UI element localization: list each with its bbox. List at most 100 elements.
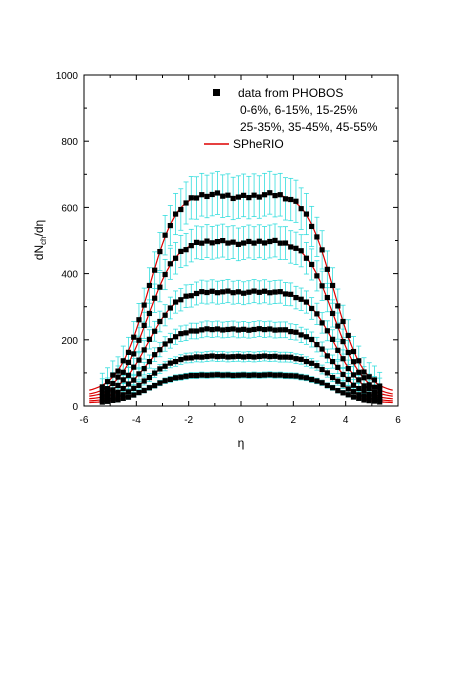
data-point	[272, 353, 278, 359]
data-point	[167, 261, 173, 267]
data-point	[115, 393, 121, 399]
data-point	[230, 354, 236, 360]
data-point	[131, 377, 137, 383]
data-point	[115, 382, 121, 389]
data-point	[314, 342, 320, 348]
data-point	[356, 395, 362, 401]
data-point	[136, 389, 142, 396]
data-point	[345, 392, 351, 398]
y-axis-label-main: dN	[32, 245, 46, 260]
data-point	[356, 358, 362, 364]
data-point	[256, 194, 262, 200]
data-point	[225, 326, 231, 333]
data-point	[204, 372, 210, 378]
data-point	[220, 353, 226, 359]
data-point	[199, 372, 205, 378]
data-point	[235, 353, 241, 359]
data-point	[178, 297, 184, 303]
data-point	[172, 299, 179, 305]
data-point	[120, 369, 126, 375]
x-tick-label: 0	[238, 415, 244, 426]
data-point	[152, 295, 158, 301]
data-point	[178, 374, 184, 380]
tick-labels: -6 -4 -2 0 2 4 6 0 200 400 600 800 1000	[56, 71, 401, 426]
data-point	[193, 290, 200, 297]
data-point	[104, 388, 111, 394]
data-point	[377, 399, 383, 405]
data-point	[146, 310, 153, 317]
data-point	[377, 390, 383, 397]
data-point	[188, 372, 194, 379]
data-point	[120, 377, 126, 383]
data-point	[141, 366, 147, 372]
data-point	[178, 356, 184, 363]
legend-centrality-line2: 25-35%, 35-45%, 45-55%	[240, 120, 378, 134]
data-point	[225, 192, 231, 198]
data-point	[178, 331, 184, 337]
data-point	[319, 247, 325, 253]
data-point	[282, 354, 289, 360]
data-point	[288, 354, 294, 360]
data-point	[162, 271, 168, 278]
data-point	[272, 289, 278, 295]
data-point	[193, 195, 200, 201]
data-point	[335, 378, 341, 384]
data-point	[157, 248, 163, 255]
data-point	[125, 381, 132, 387]
data-point	[251, 354, 257, 360]
data-point	[356, 377, 362, 383]
data-point	[309, 223, 315, 230]
data-point	[298, 374, 304, 380]
data-point	[235, 327, 241, 333]
data-point	[345, 376, 351, 383]
data-point	[329, 358, 336, 365]
data-point	[356, 392, 362, 398]
data-points	[99, 190, 383, 405]
data-point	[340, 371, 346, 378]
data-point	[193, 239, 200, 245]
data-point	[377, 383, 383, 389]
data-point	[293, 373, 299, 379]
data-point	[204, 289, 210, 296]
data-point	[167, 222, 173, 229]
data-point	[209, 191, 215, 198]
data-point	[256, 238, 262, 244]
data-point	[251, 192, 257, 198]
data-point	[329, 385, 336, 391]
data-point	[183, 293, 189, 299]
data-point	[366, 374, 372, 380]
data-point	[188, 195, 194, 201]
data-point	[324, 266, 330, 272]
data-point	[183, 247, 189, 253]
data-point	[183, 355, 189, 361]
data-point	[141, 387, 147, 394]
data-point	[324, 328, 330, 334]
data-point	[115, 397, 121, 403]
data-point	[272, 237, 278, 244]
data-point	[110, 372, 116, 378]
data-point	[172, 255, 179, 261]
x-tick-label: -4	[132, 415, 141, 426]
data-point	[157, 284, 163, 290]
data-point	[350, 382, 357, 388]
data-point	[309, 261, 315, 268]
y-axis-label-sub: ch	[39, 236, 48, 244]
data-point	[288, 329, 294, 335]
data-point	[172, 334, 179, 340]
data-point	[288, 291, 294, 297]
data-point	[267, 238, 273, 245]
legend-model-label: SPheRIO	[233, 137, 284, 151]
data-point	[225, 240, 231, 246]
data-point	[303, 211, 310, 217]
data-point	[246, 353, 252, 360]
data-point	[366, 391, 372, 397]
data-point	[251, 288, 257, 294]
data-point	[361, 397, 367, 403]
data-point	[241, 354, 247, 360]
data-point	[366, 398, 372, 404]
data-point	[282, 196, 289, 202]
data-point	[162, 232, 168, 238]
data-point	[209, 288, 215, 294]
data-point	[209, 240, 215, 246]
